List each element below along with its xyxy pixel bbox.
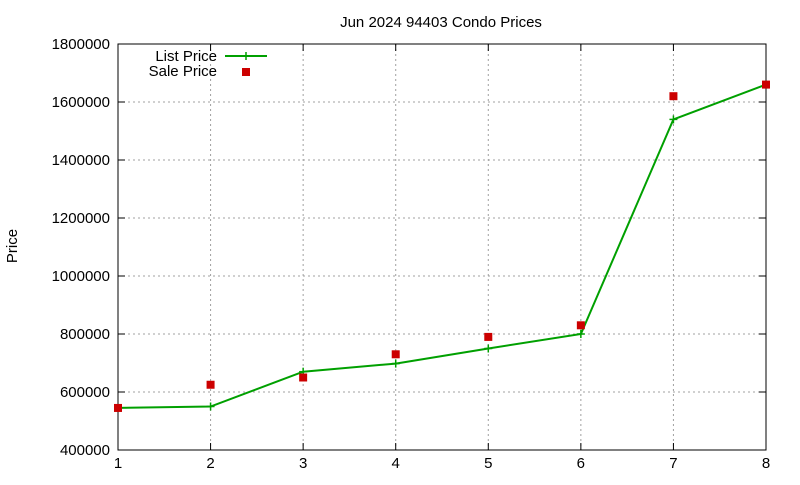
y-tick-label: 1800000 xyxy=(52,36,110,53)
series-layer xyxy=(114,80,770,412)
legend-marker-sale-price xyxy=(242,68,250,76)
sale-price-point xyxy=(576,321,585,330)
list-price-line xyxy=(117,83,767,409)
x-tick-label: 8 xyxy=(762,455,770,472)
chart-title: Jun 2024 94403 Condo Prices xyxy=(340,14,542,31)
y-tick-label: 1200000 xyxy=(52,210,110,227)
sale-price-point xyxy=(299,373,308,382)
y-tick-label: 1400000 xyxy=(52,152,110,169)
sale-price-point xyxy=(762,80,770,89)
x-tick-label: 4 xyxy=(392,455,400,472)
sale-price-point xyxy=(391,350,400,359)
axes xyxy=(117,43,767,451)
list-price-point xyxy=(391,359,400,368)
y-tick-label: 400000 xyxy=(60,442,110,459)
plot-border xyxy=(117,43,767,451)
x-tick-label: 6 xyxy=(577,455,585,472)
x-tick-label: 5 xyxy=(484,455,492,472)
sale-price-point xyxy=(669,92,678,101)
y-axis-label: Price xyxy=(4,229,21,263)
x-tick-label: 2 xyxy=(206,455,214,472)
y-tick-label: 800000 xyxy=(60,326,110,343)
sale-price-point xyxy=(206,380,215,389)
list-price-point xyxy=(484,344,493,353)
grid-lines xyxy=(118,44,766,450)
x-tick-label: 1 xyxy=(114,455,122,472)
legend-marker-list-price xyxy=(242,52,250,60)
list-price-point xyxy=(576,330,585,338)
legend-label-list-price: List Price xyxy=(155,48,217,65)
y-tick-label: 1000000 xyxy=(52,268,110,285)
sale-price-point xyxy=(114,403,122,412)
x-tick-label: 7 xyxy=(669,455,677,472)
sale-price-point xyxy=(484,332,493,341)
y-tick-label: 1600000 xyxy=(52,94,110,111)
y-tick-label: 600000 xyxy=(60,384,110,401)
list-price-point xyxy=(669,115,678,124)
list-price-point xyxy=(206,402,215,411)
tick-labels: 1 2 3 4 5 6 7 8 400000 600000 800000 1000000 1200000… xyxy=(52,36,771,472)
x-tick-label: 3 xyxy=(299,455,307,472)
legend-label-sale-price: Sale Price xyxy=(149,63,217,80)
